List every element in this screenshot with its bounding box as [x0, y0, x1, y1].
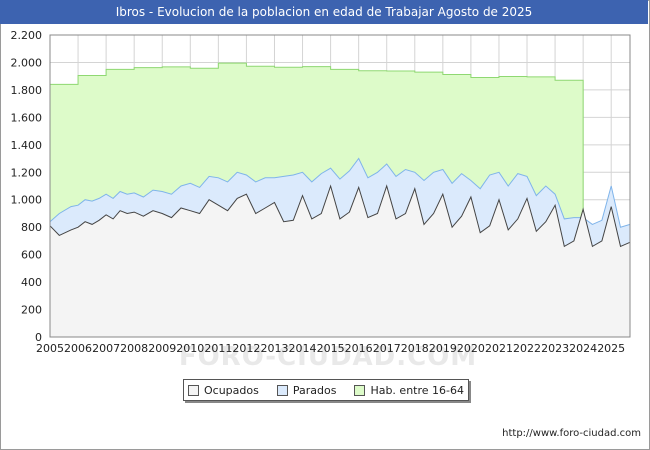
y-tick-label-400: 400	[21, 276, 42, 289]
legend-item-hab: Hab. entre 16-64	[354, 384, 464, 397]
x-tick-label-2008: 2008	[120, 342, 148, 355]
x-tick-label-2007: 2007	[92, 342, 120, 355]
y-tick-label-1600: 1.600	[11, 111, 43, 124]
legend-label-hab: Hab. entre 16-64	[370, 383, 464, 397]
x-tick-label-2006: 2006	[64, 342, 92, 355]
y-tick-label-2000: 2.000	[11, 56, 43, 69]
x-tick-label-2013: 2013	[260, 342, 288, 355]
y-tick-label-1800: 1.800	[11, 84, 43, 97]
legend-label-parados: Parados	[292, 383, 337, 397]
series-ocupados-line	[49, 184, 631, 248]
y-tick-label-200: 200	[21, 304, 42, 317]
x-tick-label-2018: 2018	[401, 342, 429, 355]
chart-title: Ibros - Evolucion de la poblacion en eda…	[0, 0, 648, 24]
x-tick-label-2024: 2024	[569, 342, 597, 355]
x-tick-label-2020: 2020	[457, 342, 485, 355]
legend: Ocupados Parados Hab. entre 16-64	[183, 379, 469, 401]
x-tick-label-2021: 2021	[485, 342, 513, 355]
series-parados-line	[49, 157, 631, 228]
x-tick-label-2023: 2023	[541, 342, 569, 355]
axes	[49, 34, 631, 338]
series-areas	[49, 62, 631, 338]
y-tick-labels: 0 200 400 600 800 1.000 1.200 1.400 1.600 1.800 2.…	[11, 29, 43, 344]
legend-swatch-parados	[276, 384, 288, 396]
legend-item-ocupados: Ocupados	[187, 383, 259, 397]
y-tick-label-1000: 1.000	[11, 194, 43, 207]
watermark: FORO-CIUDAD.COM	[178, 342, 478, 372]
x-tick-label-2009: 2009	[148, 342, 176, 355]
x-tick-label-2016: 2016	[345, 342, 373, 355]
y-tick-label-1200: 1.200	[11, 166, 43, 179]
plot-border	[49, 34, 631, 338]
legend-item-parados: Parados	[276, 383, 337, 397]
x-tick-label-2012: 2012	[232, 342, 260, 355]
y-tick-label-800: 800	[21, 221, 42, 234]
legend-swatch-ocupados	[187, 384, 199, 396]
x-tick-label-2019: 2019	[429, 342, 457, 355]
x-tick-labels: 2005 2006 2007 2008 2009 2010 2011 2012 2013 2014…	[36, 342, 625, 355]
x-tick-label-2015: 2015	[317, 342, 345, 355]
source-link[interactable]: http://www.foro-ciudad.com	[502, 428, 641, 439]
x-tick-label-2017: 2017	[373, 342, 401, 355]
x-tick-label-2022: 2022	[513, 342, 541, 355]
x-tick-label-2005: 2005	[36, 342, 64, 355]
y-tick-label-1400: 1.400	[11, 139, 43, 152]
y-tick-label-600: 600	[21, 249, 42, 262]
y-tick-label-2200: 2.200	[11, 29, 43, 42]
x-tick-label-2010: 2010	[176, 342, 204, 355]
legend-label-ocupados: Ocupados	[203, 383, 259, 397]
x-tick-label-2014: 2014	[289, 342, 317, 355]
x-tick-label-2011: 2011	[204, 342, 232, 355]
series-ocupados-area	[50, 186, 630, 337]
legend-swatch-hab	[354, 384, 366, 396]
y-tick-label-0: 0	[35, 331, 42, 344]
x-tick-label-2025: 2025	[597, 342, 625, 355]
